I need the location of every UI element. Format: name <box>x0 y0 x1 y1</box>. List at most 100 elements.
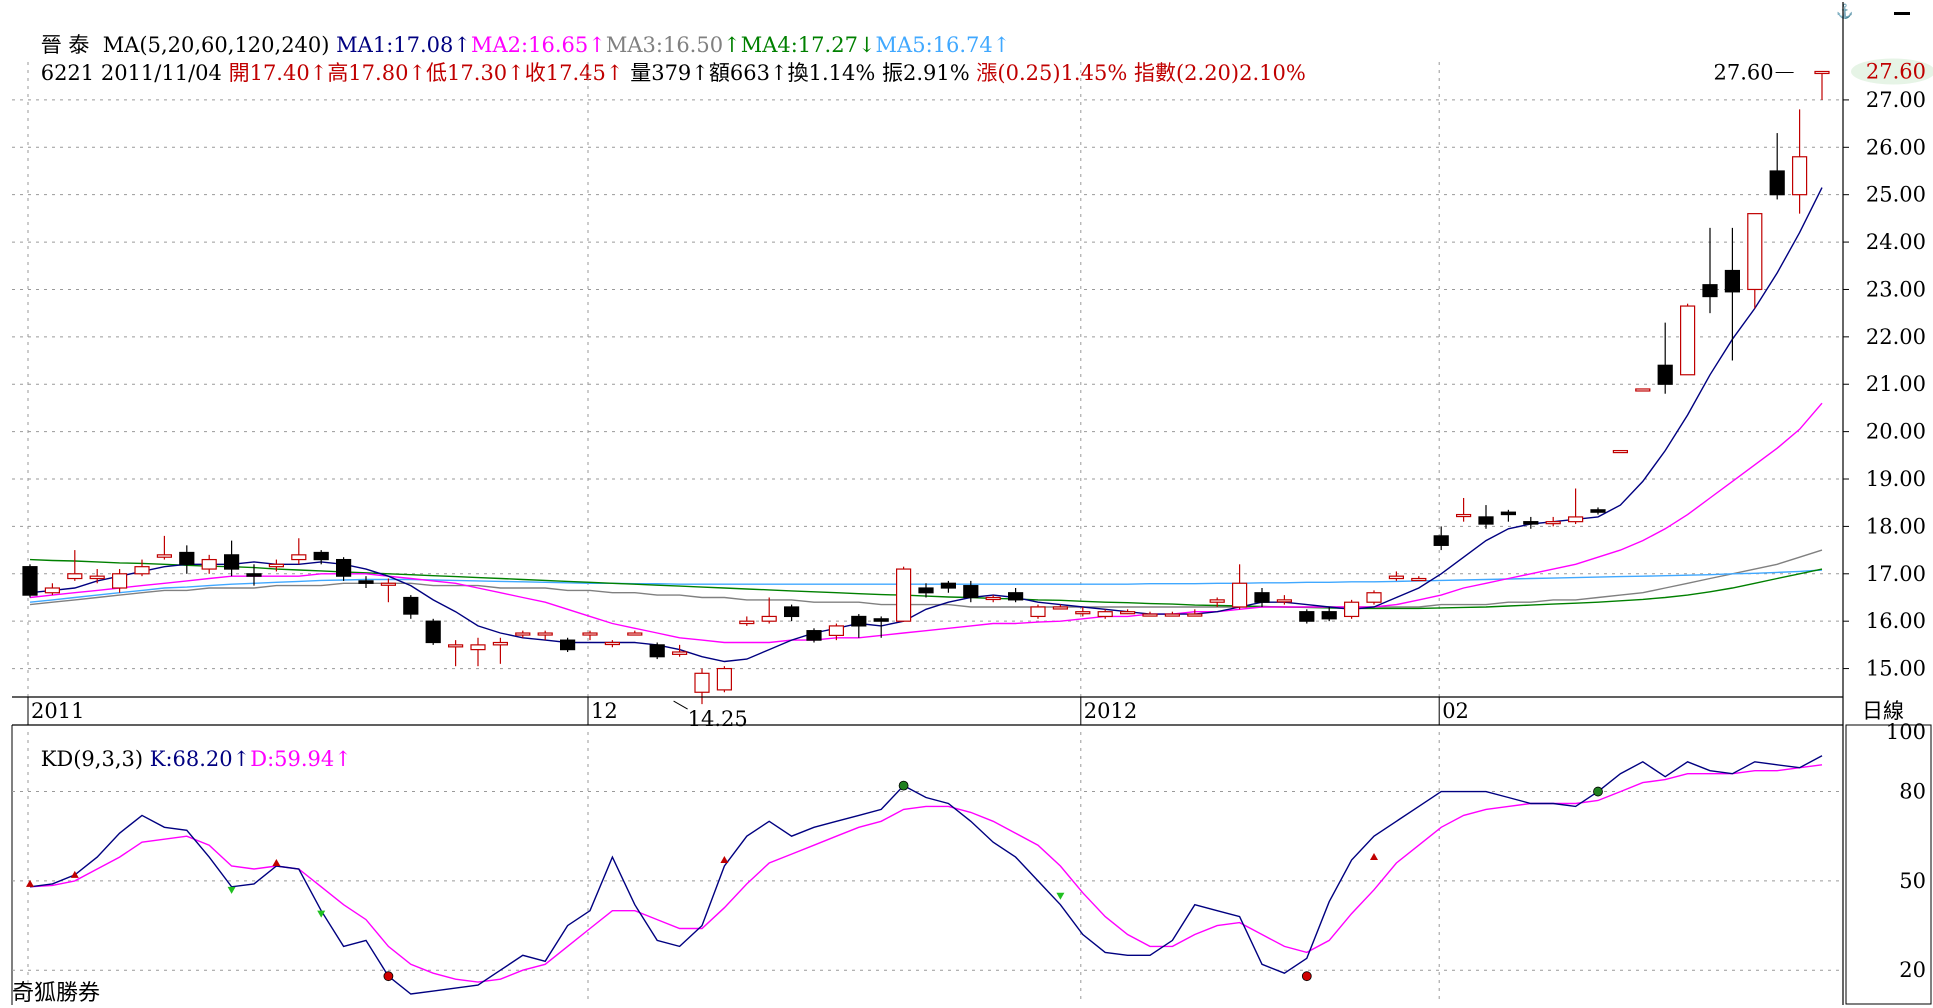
amount-value: 額663 <box>708 61 770 85</box>
candlestick <box>44 583 61 596</box>
candlestick <box>1030 604 1046 619</box>
candlestick <box>1209 597 1225 607</box>
candlestick <box>201 554 217 574</box>
ma3-dir-icon: ↑ <box>723 33 741 57</box>
candle-body <box>111 573 128 589</box>
candle-body <box>627 632 643 636</box>
candle-body <box>336 558 352 577</box>
k-dir-icon: ↑ <box>232 747 251 771</box>
candlestick <box>22 564 38 598</box>
candle-body <box>739 620 755 625</box>
last-price-highlight <box>1851 58 1933 85</box>
period-label: 日線 <box>1862 699 1904 723</box>
candlestick <box>940 580 957 593</box>
grid-layer <box>12 62 1843 697</box>
turnover-value: 換1.14% <box>787 61 876 85</box>
ma1-value: MA1:17.08 <box>336 33 454 57</box>
candle-body <box>1030 606 1046 618</box>
candlestick <box>470 637 486 667</box>
candlestick <box>985 595 1001 603</box>
sell-signal-marker <box>1056 892 1065 900</box>
ma5-line <box>29 569 1823 603</box>
buy-signal-marker <box>26 879 34 887</box>
high-price: 高17.80 <box>327 61 409 85</box>
candle-body <box>291 554 307 561</box>
candle-body <box>1567 516 1584 523</box>
ma3-value: MA3:16.50 <box>605 33 724 57</box>
candle-body <box>851 615 867 627</box>
anchor-icon[interactable]: ⚓ <box>1836 4 1854 20</box>
candlestick <box>268 559 284 572</box>
brand-watermark: 奇狐勝券 <box>12 981 101 1006</box>
candle-body <box>1612 449 1629 454</box>
candle-body <box>559 639 576 651</box>
stock-code: 6221 <box>40 61 95 85</box>
candlestick <box>1388 571 1405 581</box>
candlestick <box>1433 526 1449 551</box>
candlestick <box>895 566 912 622</box>
volume-value: 量379 <box>630 61 692 85</box>
minimize-button[interactable] <box>1894 12 1910 15</box>
candlestick <box>1075 606 1091 617</box>
close-price: 收17.45 <box>524 61 606 85</box>
price-tick-label: 26.00 <box>1866 135 1926 159</box>
candle-body <box>537 632 553 636</box>
candle-body <box>1321 611 1337 620</box>
price-tick-label: 15.00 <box>1866 657 1926 681</box>
candlestick <box>559 637 576 652</box>
k-value: K:68.20 <box>149 747 233 771</box>
candle-body <box>1747 213 1763 291</box>
candlestick <box>873 616 889 638</box>
candlestick <box>671 644 688 657</box>
candlestick <box>1500 509 1517 522</box>
candle-body <box>470 644 486 651</box>
candlestick <box>515 630 531 638</box>
candle-body <box>1814 70 1830 75</box>
ma2-value: MA2:16.65 <box>471 33 589 57</box>
candle-body <box>1500 511 1517 516</box>
candlestick <box>1343 599 1360 619</box>
candle-body <box>358 580 374 584</box>
sell-signal-marker <box>317 910 326 918</box>
candlestick <box>963 580 979 603</box>
candlestick <box>1545 516 1561 527</box>
candle-body <box>1657 364 1673 385</box>
candlestick <box>739 616 755 626</box>
candlestick <box>1366 590 1382 605</box>
kd-header: KD(9,3,3) K:68.20↑D:59.94↑ <box>14 720 352 798</box>
candlestick <box>492 637 508 664</box>
candlestick <box>1164 611 1181 617</box>
price-tick-label: 20.00 <box>1866 420 1926 444</box>
ma4-line <box>29 558 1823 610</box>
candlestick <box>1455 497 1472 522</box>
candle-body <box>1164 613 1181 617</box>
candle-body <box>604 641 621 646</box>
up-arrow-icon: ↑ <box>605 61 624 85</box>
kd-axis-box <box>1845 724 1932 1005</box>
candle-body <box>515 632 531 636</box>
change-value: 漲(0.25)1.45% <box>976 61 1128 85</box>
candlestick <box>1635 388 1651 392</box>
ma2-dir-icon: ↑ <box>588 33 606 57</box>
low-price: 低17.30 <box>426 61 508 85</box>
candlestick <box>1567 488 1584 525</box>
candle-body <box>1097 611 1113 618</box>
candle-body <box>1411 577 1427 582</box>
candlestick <box>828 623 845 641</box>
candlestick <box>1276 595 1293 605</box>
candlestick <box>582 630 598 641</box>
price-tick-label: 21.00 <box>1866 372 1926 396</box>
price-header-line1: 晉 泰 MA(5,20,60,120,240) MA1:17.08↑MA2:16… <box>14 6 1011 84</box>
candle-body <box>1299 611 1315 622</box>
candlestick <box>291 538 307 565</box>
up-arrow-icon: ↑ <box>507 61 525 85</box>
candlestick <box>313 550 329 565</box>
buy-signal-marker <box>1370 853 1378 861</box>
candlestick <box>156 535 172 560</box>
candlestick <box>1724 227 1741 361</box>
candlestick <box>224 540 240 577</box>
candle-body <box>89 575 105 580</box>
candle-body <box>403 596 419 615</box>
candle-body <box>448 644 464 648</box>
